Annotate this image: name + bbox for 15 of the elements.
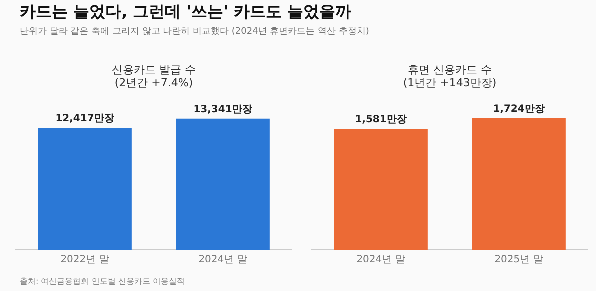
chart-subtitle: 단위가 달라 같은 축에 그리지 않고 나란히 비교했다 (2024년 휴면카드는 역산 추정치) xyxy=(20,26,370,38)
y-axis-title: (1년간 +143만장) xyxy=(403,76,497,90)
source-note: 출처: 여신금융협회 연도별 신용카드 이용실적 xyxy=(20,276,185,287)
y-axis-title: (2년간 +7.4%) xyxy=(114,76,194,90)
data-label: 13,341만장 xyxy=(194,104,252,116)
x-tick-label: 2022년 말 xyxy=(60,254,110,266)
x-axis-title: 신용카드 발급 수 xyxy=(112,63,196,76)
x-tick-label: 2024년 말 xyxy=(356,254,406,266)
data-label: 12,417만장 xyxy=(56,114,114,125)
x-tick-label: 2025년 말 xyxy=(494,254,544,266)
data-label: 1,581만장 xyxy=(355,114,407,126)
x-axis-title: 휴면 신용카드 수 xyxy=(408,63,492,76)
x-tick-label: 2024년 말 xyxy=(198,254,248,266)
chart-title: 카드는 늘었다, 그런데 '쓰는' 카드도 늘었을까 xyxy=(20,2,352,23)
data-label: 1,724만장 xyxy=(493,104,545,115)
